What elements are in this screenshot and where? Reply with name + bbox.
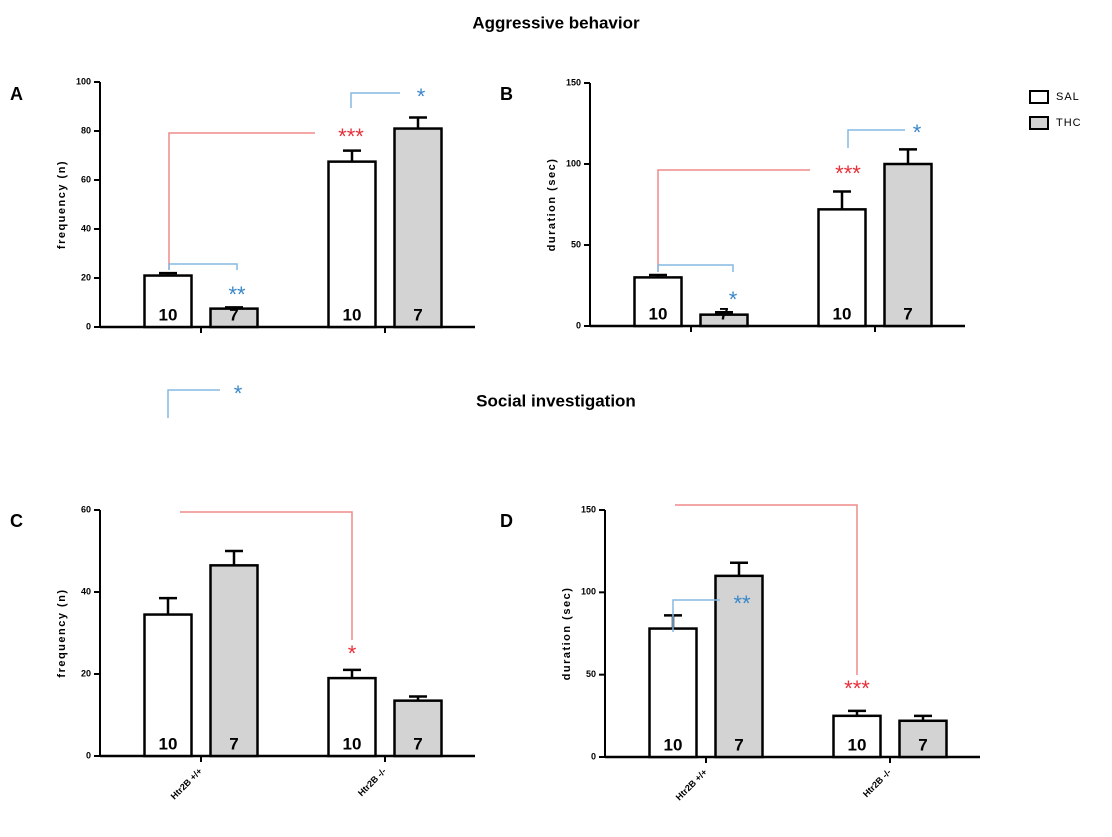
- n-label: 7: [719, 304, 728, 323]
- panel-label: D: [500, 511, 513, 531]
- y-tick-label: 150: [566, 77, 581, 87]
- legend-label: THC: [1056, 117, 1082, 129]
- bar: [209, 307, 259, 329]
- y-axis-label: duration (sec): [561, 587, 573, 681]
- section-title: Social investigation: [476, 391, 636, 410]
- y-tick-label: 60: [81, 174, 91, 184]
- significance-stars: **: [228, 282, 246, 307]
- section-title: Aggressive behavior: [472, 13, 640, 32]
- n-label: 10: [343, 305, 362, 324]
- n-label: 7: [413, 305, 422, 324]
- significance-stars: ***: [844, 676, 870, 701]
- y-axis-label: frequency (n): [56, 588, 68, 677]
- n-label: 7: [413, 734, 422, 753]
- n-label: 10: [343, 734, 362, 753]
- legend-swatch: [1029, 90, 1049, 104]
- significance-stars: *: [729, 287, 738, 312]
- bar: [699, 313, 749, 328]
- significance-bracket: [168, 263, 238, 270]
- significance-stars: ***: [835, 161, 861, 186]
- panel-label: C: [10, 511, 23, 531]
- legend-label: SAL: [1056, 91, 1080, 103]
- significance-bracket: [672, 599, 720, 632]
- x-tick-label: Htr2B +/+: [674, 767, 709, 802]
- y-tick-label: 50: [571, 239, 581, 249]
- significance-bracket: [168, 132, 315, 270]
- n-label: 10: [833, 304, 852, 323]
- x-tick-label: Htr2B +/+: [169, 766, 204, 801]
- y-axis-label: frequency (n): [56, 160, 68, 249]
- bar: [633, 276, 683, 328]
- n-label: 10: [649, 304, 668, 323]
- y-tick-label: 0: [576, 320, 581, 330]
- n-label: 10: [159, 734, 178, 753]
- significance-bracket: [657, 264, 734, 272]
- y-tick-label: 20: [81, 668, 91, 678]
- y-tick-label: 0: [86, 750, 91, 760]
- n-label: 10: [159, 305, 178, 324]
- significance-bracket: [180, 511, 353, 640]
- x-tick-label: Htr2B -/-: [861, 767, 893, 799]
- y-tick-label: 100: [76, 76, 91, 86]
- significance-bracket: [167, 389, 220, 418]
- significance-stars: *: [417, 84, 426, 109]
- significance-stars: *: [913, 120, 922, 145]
- bar: [832, 714, 882, 759]
- bar: [209, 564, 259, 758]
- significance-stars: **: [733, 591, 751, 616]
- bar: [327, 160, 377, 329]
- n-label: 10: [664, 735, 683, 754]
- bar: [883, 162, 933, 328]
- bar: [648, 627, 698, 759]
- bar: [327, 676, 377, 758]
- significance-stars: ***: [338, 124, 364, 149]
- panel-label: B: [500, 84, 513, 104]
- y-tick-label: 40: [81, 223, 91, 233]
- y-tick-label: 100: [581, 587, 596, 597]
- y-tick-label: 0: [86, 321, 91, 331]
- x-tick-label: Htr2B -/-: [356, 766, 388, 798]
- significance-stars: *: [234, 381, 243, 406]
- y-tick-label: 0: [591, 751, 596, 761]
- y-tick-label: 80: [81, 125, 91, 135]
- bar: [143, 274, 193, 329]
- bar: [898, 719, 948, 759]
- n-label: 7: [918, 735, 927, 754]
- bar: [393, 127, 443, 329]
- bar: [393, 699, 443, 758]
- n-label: 7: [229, 734, 238, 753]
- significance-bracket: [847, 129, 905, 148]
- bar: [714, 574, 764, 759]
- significance-bracket: [657, 169, 810, 272]
- n-label: 10: [848, 735, 867, 754]
- y-tick-label: 20: [81, 272, 91, 282]
- n-label: 7: [903, 304, 912, 323]
- significance-bracket: [675, 504, 858, 675]
- y-axis-label: duration (sec): [546, 158, 558, 252]
- y-tick-label: 100: [566, 158, 581, 168]
- n-label: 7: [229, 305, 238, 324]
- significance-stars: *: [348, 641, 357, 666]
- y-tick-label: 150: [581, 504, 596, 514]
- panel-label: A: [10, 84, 23, 104]
- significance-bracket: [350, 92, 400, 108]
- bar: [817, 208, 867, 328]
- n-label: 7: [734, 735, 743, 754]
- y-tick-label: 40: [81, 586, 91, 596]
- y-tick-label: 50: [586, 669, 596, 679]
- bar: [143, 613, 193, 758]
- y-tick-label: 60: [81, 504, 91, 514]
- legend-swatch: [1029, 116, 1049, 130]
